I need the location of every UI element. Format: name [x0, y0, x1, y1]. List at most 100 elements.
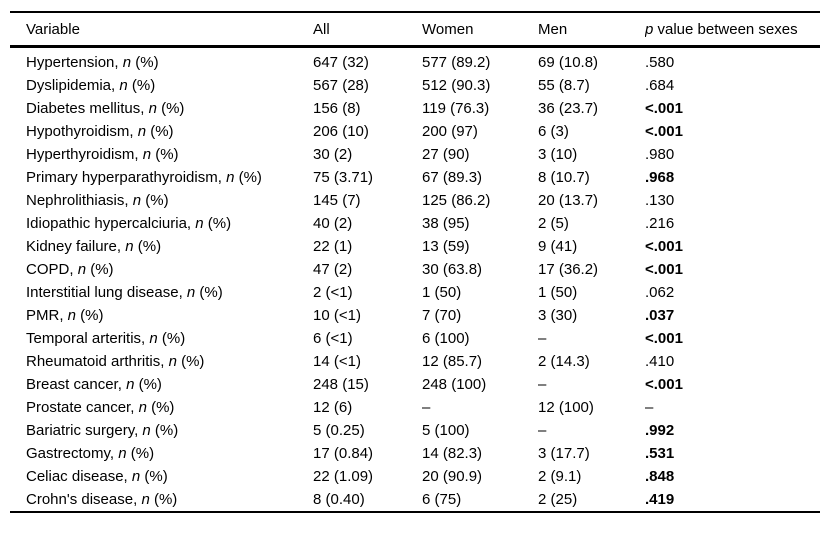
- all-cell: 248 (15): [313, 376, 369, 393]
- n-italic: n: [132, 192, 142, 209]
- p-header-rest: value between sexes: [653, 20, 798, 38]
- pvalue-cell: .684: [645, 77, 675, 94]
- women-cell: 30 (63.8): [422, 261, 483, 278]
- variable-cell: Primary hyperparathyroidism, n (%): [26, 169, 262, 186]
- men-cell: 12 (100): [538, 399, 594, 416]
- table-row: Crohn's disease, n (%) 8 (0.40) 6 (75) 2 (2…: [10, 488, 820, 512]
- variable-cell: Dyslipidemia, n (%): [26, 77, 156, 94]
- all-cell: 5 (0.25): [313, 422, 365, 439]
- n-italic: n: [77, 261, 87, 278]
- header-row: Variable All Women Men p value between s…: [10, 12, 820, 47]
- table-row: Diabetes mellitus, n (%) 156 (8) 119 (76.3…: [10, 97, 820, 120]
- pvalue-cell: .848: [645, 468, 675, 485]
- women-cell: 27 (90): [422, 146, 470, 163]
- table-header: Variable All Women Men p value between s…: [10, 12, 820, 47]
- pvalue-cell: .980: [645, 146, 675, 163]
- pvalue-cell: –: [645, 399, 654, 416]
- col-header-women: Women: [422, 20, 474, 38]
- n-italic: n: [186, 284, 196, 301]
- col-header-pvalue: p value between sexes: [645, 12, 820, 47]
- n-italic: n: [142, 422, 151, 439]
- pvalue-cell: .992: [645, 422, 675, 439]
- all-cell: 2 (<1): [313, 284, 353, 301]
- men-cell: –: [538, 330, 547, 347]
- table-row: PMR, n (%) 10 (<1) 7 (70) 3 (30) .037: [10, 304, 820, 327]
- variable-cell: Hypothyroidism, n (%): [26, 123, 174, 140]
- table-row: Gastrectomy, n (%) 17 (0.84) 14 (82.3) 3 (1…: [10, 442, 820, 465]
- table-row: Hypothyroidism, n (%) 206 (10) 200 (97) 6 (…: [10, 120, 820, 143]
- all-cell: 47 (2): [313, 261, 353, 278]
- n-italic: n: [226, 169, 235, 186]
- pvalue-cell: <.001: [645, 376, 683, 393]
- women-cell: 200 (97): [422, 123, 478, 140]
- women-cell: 7 (70): [422, 307, 462, 324]
- men-cell: 20 (13.7): [538, 192, 599, 209]
- all-cell: 6 (<1): [313, 330, 353, 347]
- p-italic: p: [645, 20, 654, 38]
- variable-cell: Nephrolithiasis, n (%): [26, 192, 169, 209]
- table-row: Nephrolithiasis, n (%) 145 (7) 125 (86.2) 2…: [10, 189, 820, 212]
- n-italic: n: [131, 468, 141, 485]
- all-cell: 12 (6): [313, 399, 353, 416]
- table-row: Hyperthyroidism, n (%) 30 (2) 27 (90) 3 (10…: [10, 143, 820, 166]
- men-cell: 9 (41): [538, 238, 578, 255]
- n-italic: n: [119, 77, 128, 94]
- pvalue-cell: <.001: [645, 100, 683, 117]
- women-cell: 38 (95): [422, 215, 470, 232]
- pvalue-cell: <.001: [645, 261, 683, 278]
- all-cell: 156 (8): [313, 100, 361, 117]
- table-row: Interstitial lung disease, n (%) 2 (<1) 1 …: [10, 281, 820, 304]
- women-cell: 125 (86.2): [422, 192, 491, 209]
- table-row: COPD, n (%) 47 (2) 30 (63.8) 17 (36.2) <.001: [10, 258, 820, 281]
- n-italic: n: [138, 399, 147, 416]
- women-cell: 577 (89.2): [422, 54, 491, 71]
- variable-cell: Diabetes mellitus, n (%): [26, 100, 185, 117]
- women-cell: 14 (82.3): [422, 445, 483, 462]
- all-cell: 40 (2): [313, 215, 353, 232]
- col-header-variable: Variable: [26, 20, 80, 38]
- men-cell: 6 (3): [538, 123, 569, 140]
- table-row: Prostate cancer, n (%) 12 (6) – 12 (100) –: [10, 396, 820, 419]
- women-cell: 67 (89.3): [422, 169, 483, 186]
- n-italic: n: [148, 100, 157, 117]
- women-cell: 6 (100): [422, 330, 470, 347]
- variable-cell: PMR, n (%): [26, 307, 104, 324]
- pvalue-cell: .216: [645, 215, 675, 232]
- men-cell: 8 (10.7): [538, 169, 590, 186]
- variable-cell: Prostate cancer, n (%): [26, 399, 175, 416]
- table-row: Celiac disease, n (%) 22 (1.09) 20 (90.9) 2…: [10, 465, 820, 488]
- men-cell: 3 (30): [538, 307, 578, 324]
- women-cell: 119 (76.3): [422, 100, 490, 117]
- men-cell: –: [538, 376, 547, 393]
- all-cell: 22 (1.09): [313, 468, 374, 485]
- women-cell: 13 (59): [422, 238, 470, 255]
- variable-cell: Hyperthyroidism, n (%): [26, 146, 179, 163]
- men-cell: 3 (10): [538, 146, 578, 163]
- men-cell: 2 (25): [538, 491, 578, 508]
- women-cell: 12 (85.7): [422, 353, 483, 370]
- all-cell: 22 (1): [313, 238, 353, 255]
- n-italic: n: [141, 491, 150, 508]
- women-cell: 20 (90.9): [422, 468, 483, 485]
- variable-cell: Gastrectomy, n (%): [26, 445, 155, 462]
- all-cell: 17 (0.84): [313, 445, 374, 462]
- pvalue-cell: <.001: [645, 123, 683, 140]
- men-cell: 17 (36.2): [538, 261, 599, 278]
- table-row: Kidney failure, n (%) 22 (1) 13 (59) 9 (41)…: [10, 235, 820, 258]
- pvalue-cell: <.001: [645, 238, 683, 255]
- variable-cell: Breast cancer, n (%): [26, 376, 162, 393]
- pvalue-cell: .580: [645, 54, 675, 71]
- women-cell: 248 (100): [422, 376, 487, 393]
- pvalue-cell: .037: [645, 307, 675, 324]
- variable-cell: Rheumatoid arthritis, n (%): [26, 353, 205, 370]
- all-cell: 14 (<1): [313, 353, 361, 370]
- n-italic: n: [126, 376, 135, 393]
- table-row: Dyslipidemia, n (%) 567 (28) 512 (90.3) 55 …: [10, 74, 820, 97]
- women-cell: –: [422, 399, 431, 416]
- table-row: Bariatric surgery, n (%) 5 (0.25) 5 (100) –…: [10, 419, 820, 442]
- table-row: Breast cancer, n (%) 248 (15) 248 (100) – <.…: [10, 373, 820, 396]
- n-italic: n: [125, 238, 134, 255]
- all-cell: 206 (10): [313, 123, 369, 140]
- all-cell: 75 (3.71): [313, 169, 374, 186]
- n-italic: n: [195, 215, 204, 232]
